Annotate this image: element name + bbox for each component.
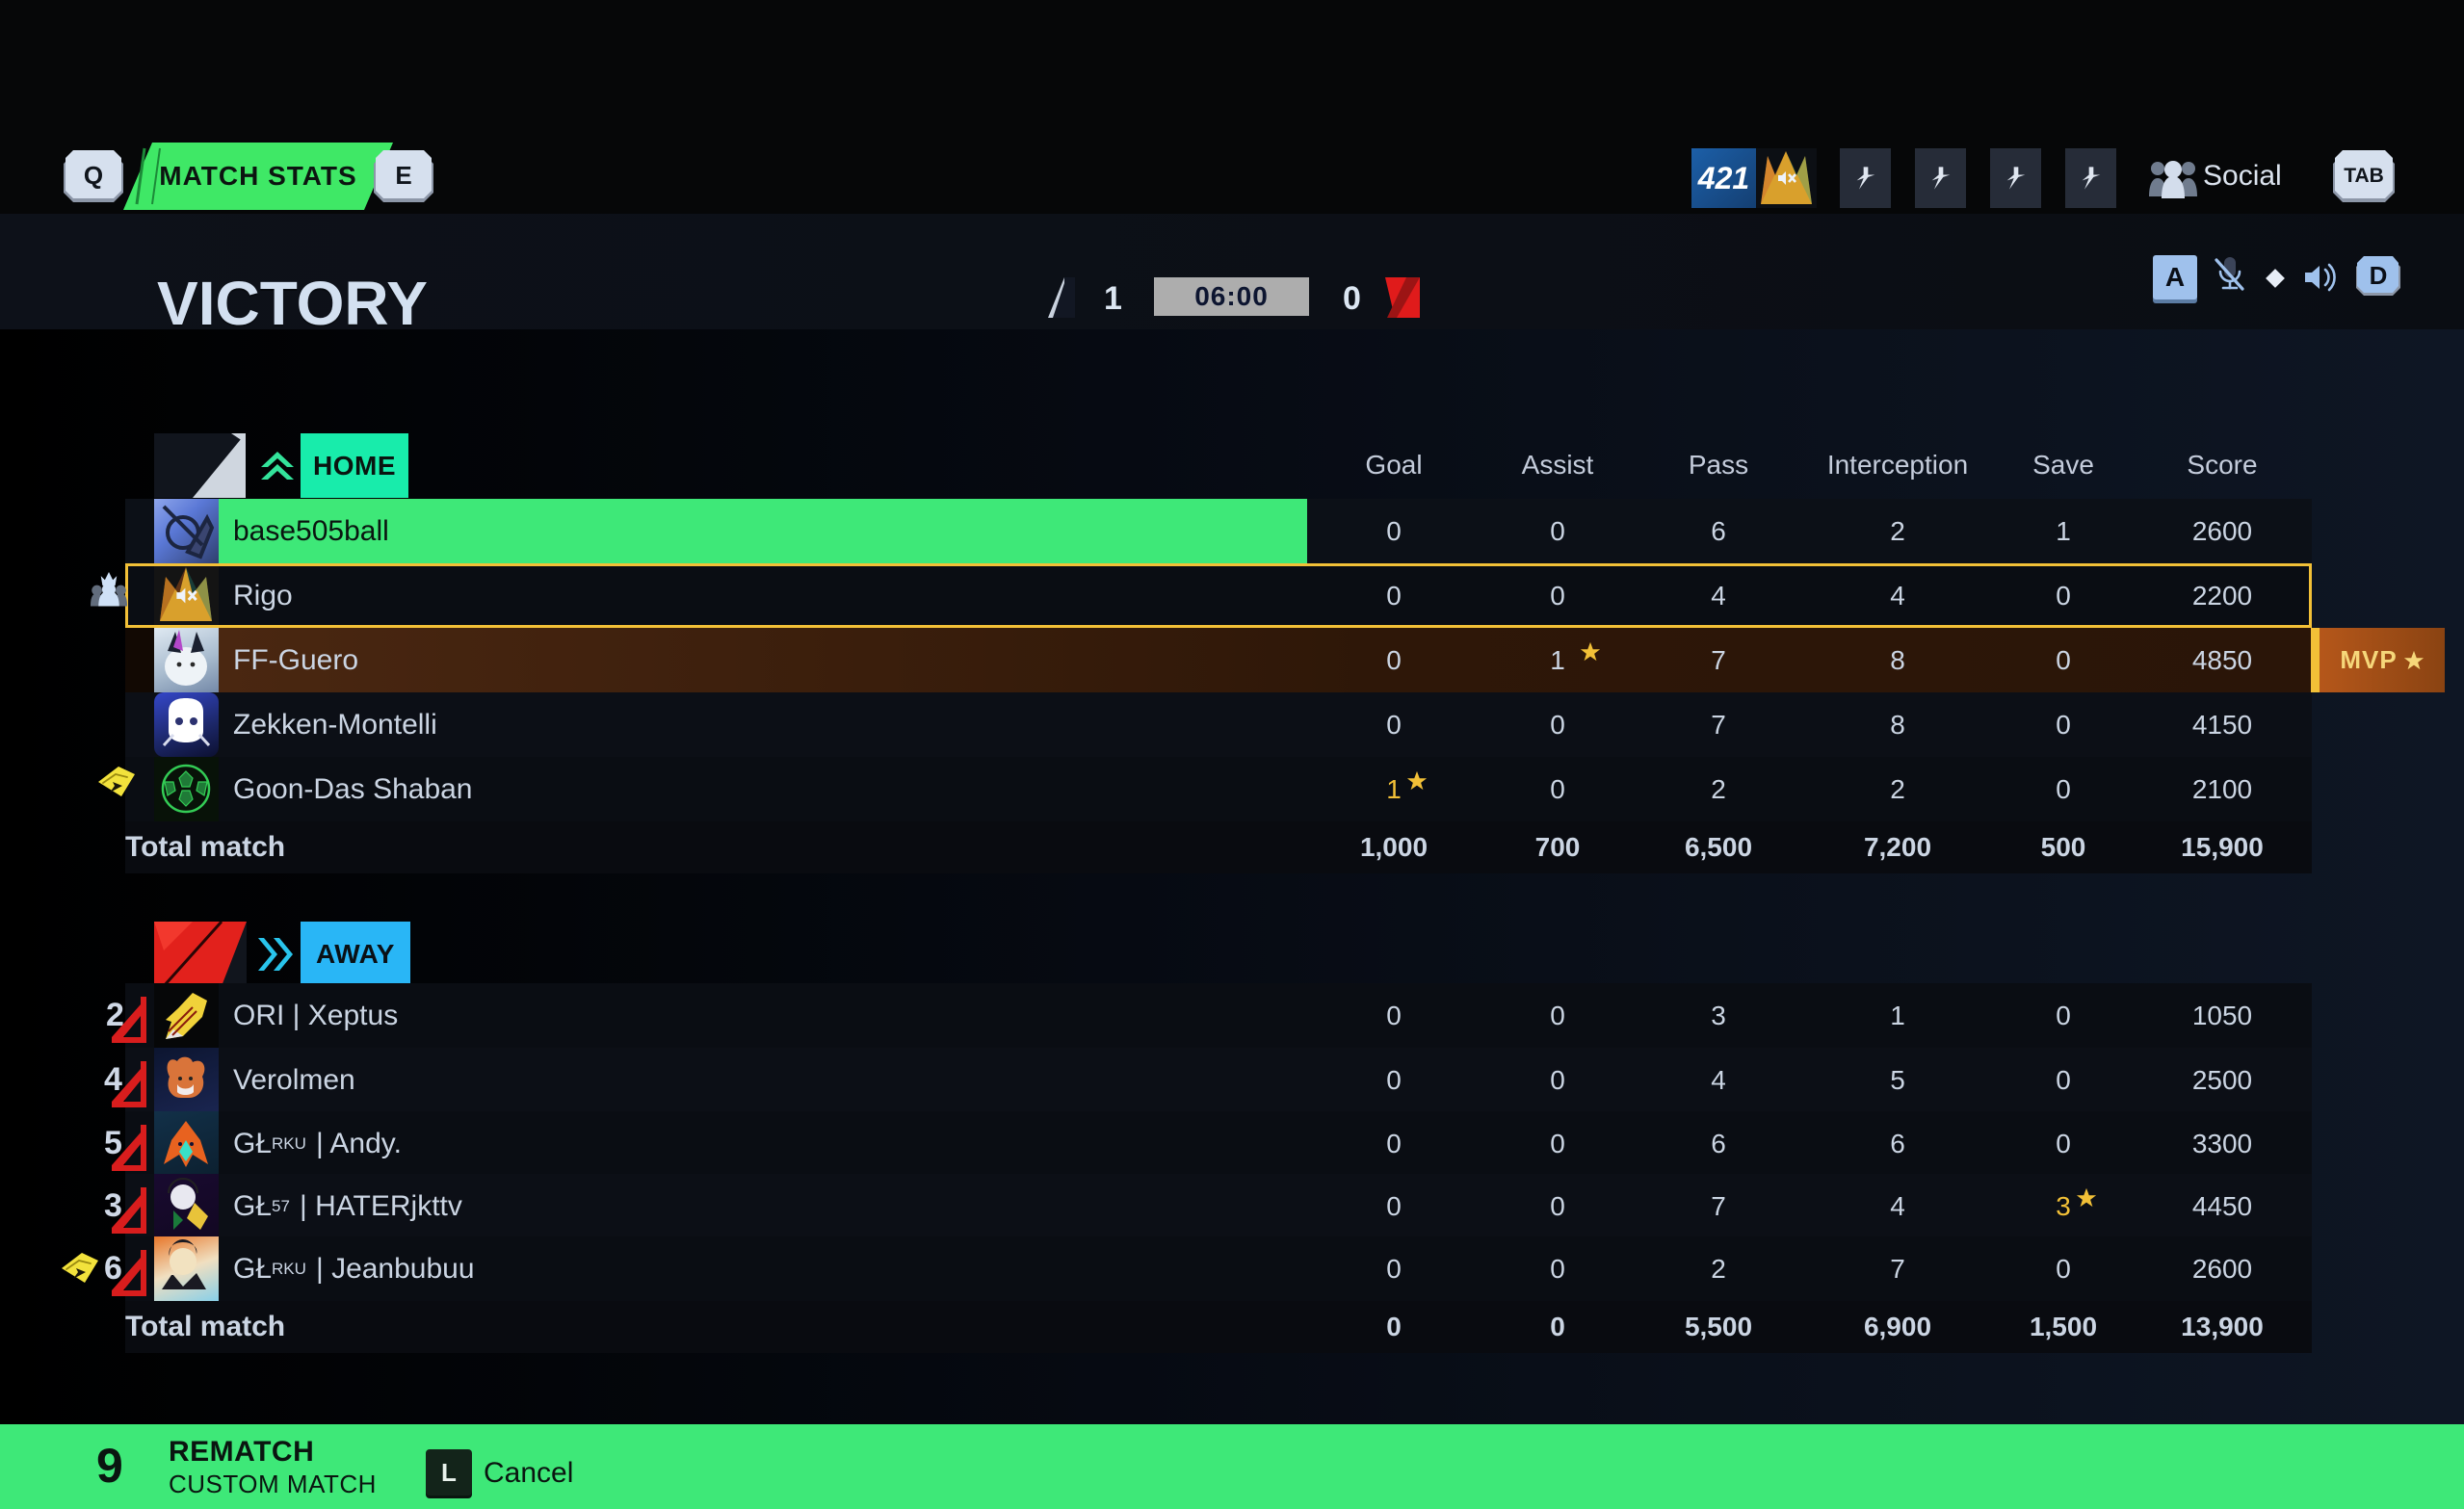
svg-text:Q: Q	[84, 161, 103, 190]
svg-text:6: 6	[104, 1250, 122, 1287]
svg-text:D: D	[2370, 261, 2388, 290]
svg-text:3: 3	[104, 1187, 122, 1224]
svg-text:E: E	[395, 161, 411, 190]
svg-text:4: 4	[104, 1061, 122, 1098]
svg-text:5: 5	[104, 1125, 122, 1161]
svg-text:TAB: TAB	[2344, 165, 2384, 187]
